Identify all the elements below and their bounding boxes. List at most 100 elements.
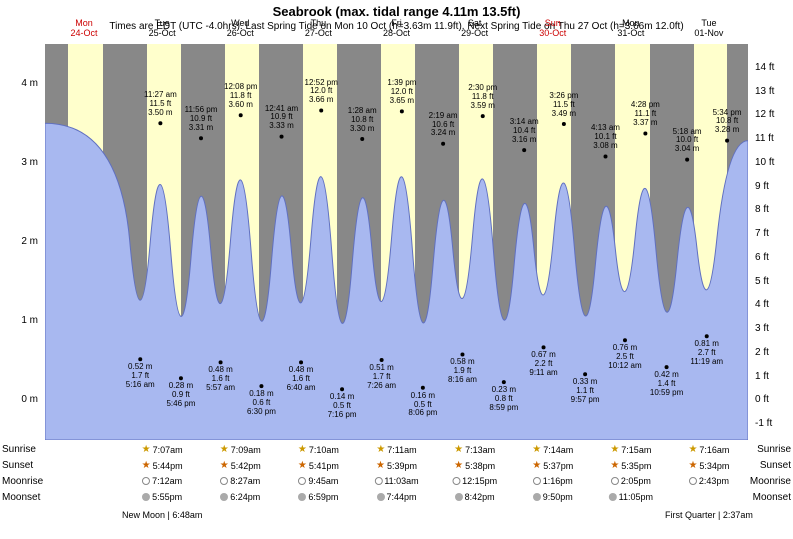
- high-tide-label: 11:56 pm10.9 ft3.31 m: [185, 106, 218, 132]
- sun-time: 7:44pm: [386, 492, 416, 502]
- sun-cell: 8:27am: [220, 476, 260, 486]
- low-tide-label: 0.23 m0.8 ft8:59 pm: [489, 386, 518, 412]
- low-tide-label: 0.28 m0.9 ft5:46 pm: [166, 382, 195, 408]
- y-tick-right: 3 ft: [755, 323, 769, 334]
- low-tide-label: 0.67 m2.2 ft9:11 am: [529, 351, 557, 377]
- sunset-icon: ★: [532, 460, 541, 471]
- y-tick-right: -1 ft: [755, 418, 772, 429]
- sun-time: 9:50pm: [543, 492, 573, 502]
- sun-time: 5:44pm: [153, 461, 183, 471]
- moonrise-icon: [142, 477, 150, 485]
- low-tide-label: 0.51 m1.7 ft7:26 am: [367, 364, 396, 390]
- sun-time: 12:15pm: [462, 476, 497, 486]
- date-label: Tue25-Oct: [131, 18, 193, 38]
- sunrise-icon: ★: [688, 444, 697, 455]
- y-tick-right: 0 ft: [755, 394, 769, 405]
- sun-time: 5:41pm: [309, 461, 339, 471]
- date-label: Mon24-Oct: [53, 18, 115, 38]
- sun-cell: ★7:11am: [376, 444, 416, 455]
- date-label: Sun30-Oct: [521, 18, 583, 38]
- sunrise-icon: ★: [532, 444, 541, 455]
- date-label: Fri28-Oct: [365, 18, 427, 38]
- sun-cell: 11:03am: [374, 476, 418, 486]
- y-tick-right: 5 ft: [755, 276, 769, 287]
- sun-row-label: Moonrise: [2, 476, 43, 487]
- sun-row-label: Sunrise: [757, 444, 791, 455]
- sun-cell: ★5:39pm: [376, 460, 417, 471]
- sun-time: 7:10am: [309, 445, 339, 455]
- sun-cell: 5:55pm: [142, 492, 182, 502]
- moonrise-icon: [611, 477, 619, 485]
- y-tick-right: 12 ft: [755, 109, 774, 120]
- sun-time: 6:59pm: [308, 492, 338, 502]
- sun-row-label: Moonrise: [750, 476, 791, 487]
- low-tide-label: 0.81 m2.7 ft11:19 am: [690, 340, 723, 366]
- y-tick-right: 8 ft: [755, 204, 769, 215]
- sun-row-label: Sunset: [2, 460, 33, 471]
- sunrise-icon: ★: [298, 444, 307, 455]
- sun-cell: 12:15pm: [452, 476, 497, 486]
- sun-cell: ★5:44pm: [142, 460, 183, 471]
- high-tide-label: 4:13 am10.1 ft3.08 m: [591, 124, 620, 150]
- y-tick-right: 2 ft: [755, 347, 769, 358]
- moonrise-icon: [374, 477, 382, 485]
- high-tide-label: 1:39 pm12.0 ft3.65 m: [387, 79, 416, 105]
- sun-cell: ★5:41pm: [298, 460, 339, 471]
- moon-phase-label: New Moon | 6:48am: [122, 510, 202, 520]
- sun-cell: 9:50pm: [533, 492, 573, 502]
- sun-time: 11:03am: [384, 476, 418, 486]
- sun-cell: ★7:15am: [610, 444, 651, 455]
- moonset-icon: [220, 493, 228, 501]
- y-tick-right: 10 ft: [755, 157, 774, 168]
- date-label: Sat29-Oct: [443, 18, 505, 38]
- sun-time: 5:38pm: [465, 461, 495, 471]
- moonset-icon: [142, 493, 150, 501]
- high-tide-label: 3:26 pm11.5 ft3.49 m: [549, 92, 578, 118]
- y-tick-right: 14 ft: [755, 62, 774, 73]
- sun-cell: 1:16pm: [533, 476, 573, 486]
- sunrise-icon: ★: [142, 444, 151, 455]
- high-tide-label: 5:34 pm10.8 ft3.28 m: [713, 109, 742, 135]
- sunset-icon: ★: [454, 460, 463, 471]
- date-label: Mon31-Oct: [600, 18, 662, 38]
- sunrise-icon: ★: [220, 444, 229, 455]
- y-tick-left: 3 m: [21, 157, 38, 168]
- y-tick-left: 0 m: [21, 394, 38, 405]
- sunrise-icon: ★: [610, 444, 619, 455]
- sun-time: 5:34pm: [699, 461, 729, 471]
- sun-time: 2:43pm: [699, 476, 729, 486]
- sunset-icon: ★: [298, 460, 307, 471]
- sun-time: 5:35pm: [621, 461, 651, 471]
- high-tide-label: 12:08 pm11.8 ft3.60 m: [224, 83, 257, 109]
- low-tide-label: 0.58 m1.9 ft8:16 am: [448, 358, 477, 384]
- y-tick-right: 1 ft: [755, 371, 769, 382]
- sun-cell: ★5:38pm: [454, 460, 495, 471]
- sunset-icon: ★: [688, 460, 697, 471]
- sun-cell: 11:05pm: [609, 492, 653, 502]
- moonset-icon: [455, 493, 463, 501]
- moon-phase-label: First Quarter | 2:37am: [665, 510, 753, 520]
- sun-time: 7:09am: [231, 445, 261, 455]
- tide-chart: Seabrook (max. tidal range 4.11m 13.5ft)…: [0, 0, 793, 539]
- sun-cell: ★7:10am: [298, 444, 339, 455]
- sun-time: 8:27am: [230, 476, 260, 486]
- sun-cell: 9:45am: [298, 476, 338, 486]
- chart-title: Seabrook (max. tidal range 4.11m 13.5ft): [0, 0, 793, 19]
- moonset-icon: [298, 493, 306, 501]
- low-tide-label: 0.16 m0.5 ft8:06 pm: [408, 392, 437, 418]
- sun-time: 7:14am: [543, 445, 573, 455]
- sunset-icon: ★: [142, 460, 151, 471]
- sun-time: 7:15am: [621, 445, 651, 455]
- sunrise-icon: ★: [376, 444, 385, 455]
- date-label: Wed26-Oct: [209, 18, 271, 38]
- sun-cell: 6:24pm: [220, 492, 260, 502]
- low-tide-label: 0.14 m0.5 ft7:16 pm: [328, 393, 357, 419]
- y-tick-left: 2 m: [21, 236, 38, 247]
- sun-time: 11:05pm: [619, 492, 653, 502]
- sunrise-icon: ★: [454, 444, 463, 455]
- y-tick-right: 7 ft: [755, 228, 769, 239]
- y-tick-right: 11 ft: [755, 133, 774, 144]
- sun-cell: 7:12am: [142, 476, 182, 486]
- y-axis-right: -1 ft0 ft1 ft2 ft3 ft4 ft5 ft6 ft7 ft8 f…: [751, 44, 793, 440]
- low-tide-label: 0.42 m1.4 ft10:59 pm: [650, 371, 683, 397]
